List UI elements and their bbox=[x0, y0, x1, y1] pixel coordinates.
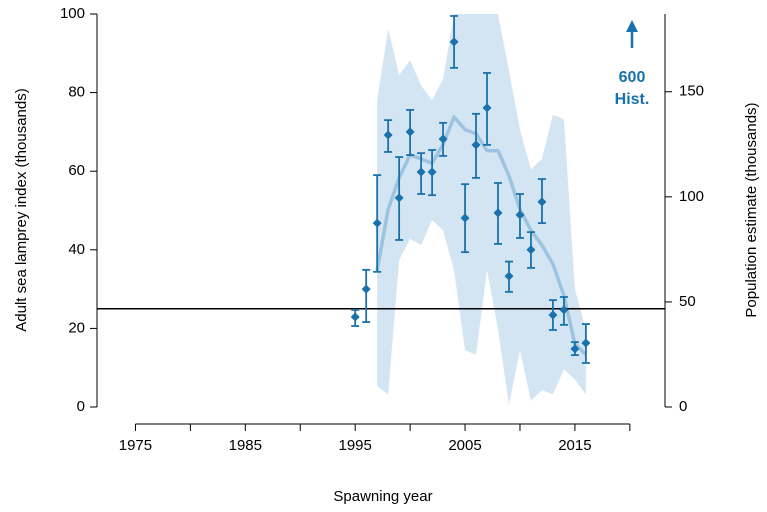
y-tick-label: 0 bbox=[77, 398, 85, 415]
data-point bbox=[427, 167, 437, 177]
data-point bbox=[515, 210, 525, 220]
data-point bbox=[493, 208, 503, 218]
x-tick-label: 1985 bbox=[229, 437, 262, 454]
confidence-band bbox=[377, 14, 586, 405]
y-tick-label: 40 bbox=[68, 241, 85, 258]
y2-tick-label: 50 bbox=[679, 293, 696, 310]
data-point bbox=[350, 312, 360, 322]
y2-axis-label: Population estimate (thousands) bbox=[743, 102, 760, 317]
x-tick-label: 2015 bbox=[558, 437, 591, 454]
y-tick-label: 100 bbox=[60, 5, 85, 22]
data-point bbox=[504, 271, 514, 281]
y-tick-label: 20 bbox=[68, 319, 85, 336]
y2-tick-label: 100 bbox=[679, 188, 704, 205]
data-point bbox=[449, 37, 459, 47]
data-point bbox=[526, 245, 536, 255]
x-tick-label: 1995 bbox=[338, 437, 371, 454]
y-tick-label: 60 bbox=[68, 162, 85, 179]
data-point bbox=[581, 338, 591, 348]
annotation: 600 bbox=[619, 69, 646, 86]
data-point bbox=[537, 197, 547, 207]
annotation-arrowhead bbox=[626, 20, 638, 32]
data-point bbox=[471, 140, 481, 150]
data-point bbox=[372, 218, 382, 228]
data-point bbox=[438, 134, 448, 144]
data-point bbox=[405, 127, 415, 137]
data-point bbox=[570, 344, 580, 354]
x-tick-label: 1975 bbox=[119, 437, 152, 454]
x-axis-label: Spawning year bbox=[333, 488, 432, 505]
y-tick-label: 80 bbox=[68, 84, 85, 101]
data-point bbox=[548, 310, 558, 320]
y2-tick-label: 0 bbox=[679, 398, 687, 415]
data-point bbox=[361, 284, 371, 294]
annotation: Hist. bbox=[615, 91, 650, 108]
y2-tick-label: 150 bbox=[679, 83, 704, 100]
data-point bbox=[482, 103, 492, 113]
data-point bbox=[416, 167, 426, 177]
x-tick-label: 2005 bbox=[448, 437, 481, 454]
data-point bbox=[460, 213, 470, 223]
data-point bbox=[394, 193, 404, 203]
data-point bbox=[383, 130, 393, 140]
y-axis-label: Adult sea lamprey index (thousands) bbox=[13, 88, 30, 331]
data-point bbox=[559, 305, 569, 315]
